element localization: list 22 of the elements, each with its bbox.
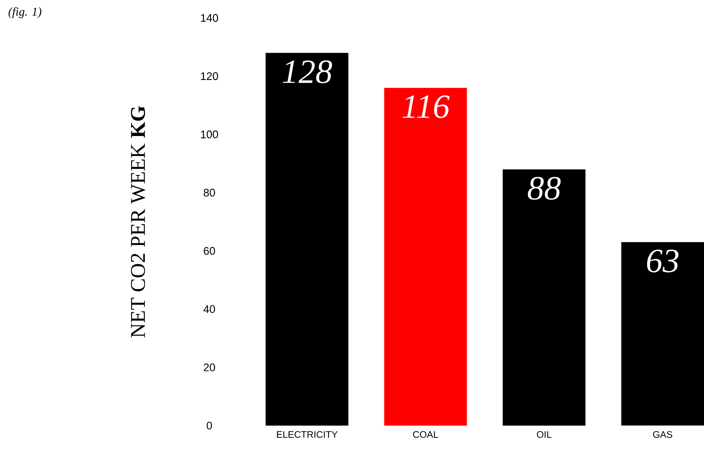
bar [384, 88, 467, 426]
data-label: 116 [402, 96, 450, 118]
y-tick-label: 80 [204, 189, 215, 197]
y-tick-label: 60 [204, 247, 215, 256]
bar [266, 53, 348, 426]
x-tick-label: COAL [413, 431, 438, 438]
x-tick-label: GAS [653, 431, 672, 438]
data-label: 63 [647, 250, 678, 273]
y-tick-label: 140 [201, 14, 218, 22]
y-tick-label: 0 [206, 422, 212, 430]
y-tick-label: 40 [203, 306, 215, 314]
data-label: 128 [282, 60, 332, 84]
y-tick-label: 120 [201, 72, 218, 80]
y-tick-label: 20 [204, 364, 215, 372]
x-tick-label: ELECTRICITY [276, 431, 338, 438]
y-tick-label: 100 [201, 130, 218, 139]
y-axis-title: NET CO2 PER WEEK KG [130, 106, 146, 338]
bar [502, 170, 586, 426]
bar [621, 242, 704, 426]
data-label: 88 [528, 177, 561, 200]
text: (fig. 1) [8, 7, 42, 18]
x-tick-label: OIL [536, 431, 552, 438]
